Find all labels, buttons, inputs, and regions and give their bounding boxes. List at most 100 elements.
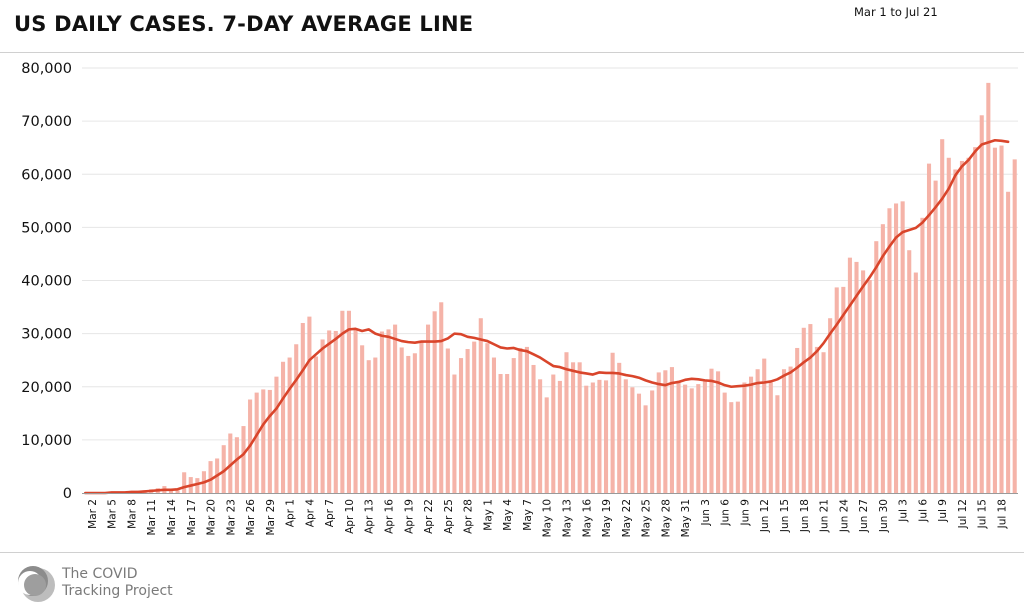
daily-case-bar (603, 380, 609, 493)
x-tick-label: May 22 (621, 499, 633, 537)
x-tick-label: Jun 6 (720, 499, 732, 527)
daily-case-bar (762, 358, 767, 493)
daily-case-bar (781, 369, 787, 493)
daily-case-bar (544, 397, 549, 493)
daily-case-bar (1012, 159, 1017, 493)
daily-case-bar (452, 374, 457, 493)
daily-case-bar (709, 368, 714, 493)
x-tick-label: Apr 7 (324, 499, 336, 527)
daily-case-bar (458, 358, 464, 493)
daily-case-bar (590, 382, 595, 493)
x-tick-label: Mar 5 (107, 499, 119, 529)
daily-case-bar (887, 208, 892, 493)
daily-case-bar (828, 318, 833, 493)
x-tick-label: Apr 28 (463, 499, 475, 534)
daily-case-bar (643, 405, 648, 493)
daily-case-bar (538, 379, 543, 493)
daily-case-bar (379, 331, 384, 493)
x-tick-label: May 28 (660, 499, 672, 537)
x-tick-label: Jun 21 (819, 499, 831, 533)
daily-case-bar (636, 393, 642, 493)
daily-case-bar (564, 352, 569, 493)
daily-case-bar (676, 380, 681, 493)
daily-case-bar (821, 352, 826, 493)
daily-case-bar (267, 389, 272, 493)
daily-case-bar (729, 402, 734, 493)
x-tick-label: Jul 9 (937, 499, 949, 523)
daily-case-bar (894, 203, 899, 493)
x-tick-label: Mar 2 (87, 499, 99, 529)
daily-case-bar (485, 343, 490, 493)
daily-case-bar (867, 279, 872, 493)
daily-case-bar (814, 346, 820, 493)
daily-case-bar (333, 330, 338, 493)
daily-case-bar (274, 376, 279, 493)
x-tick-label: Jun 9 (739, 499, 751, 526)
logo-line-1: The COVID (62, 566, 138, 582)
y-tick-label: 30,000 (21, 327, 72, 343)
daily-case-bar (445, 348, 450, 493)
x-tick-label: May 25 (641, 499, 653, 537)
daily-case-bar (900, 201, 905, 493)
x-tick-label: Mar 11 (146, 499, 158, 536)
logo-line-2: Tracking Project (62, 583, 173, 599)
x-tick-label: Apr 10 (344, 499, 356, 534)
x-tick-label: Apr 19 (403, 499, 415, 534)
header-divider (0, 52, 1024, 53)
daily-case-bar (346, 310, 352, 493)
daily-case-bar (966, 157, 971, 493)
x-tick-label: Jul 12 (957, 499, 969, 529)
daily-case-bar (393, 324, 398, 493)
daily-case-bar (313, 356, 319, 493)
x-tick-label: Jun 15 (779, 499, 791, 533)
footer-divider (0, 552, 1024, 553)
daily-case-bar (241, 426, 246, 493)
logo-text: The COVID Tracking Project (62, 566, 173, 600)
daily-case-bar (748, 376, 754, 493)
x-tick-label: May 7 (522, 499, 534, 531)
daily-case-bar (669, 367, 674, 493)
daily-case-bar (399, 347, 404, 493)
daily-case-bar (854, 261, 859, 493)
daily-case-bar (472, 341, 477, 493)
x-tick-label: Mar 26 (245, 499, 257, 536)
daily-case-bar (999, 145, 1004, 493)
x-tick-label: Jun 30 (878, 499, 890, 533)
daily-case-bar (847, 257, 852, 493)
daily-case-bar (327, 330, 332, 493)
daily-case-bar (683, 384, 688, 493)
daily-case-bar (623, 379, 628, 493)
x-tick-label: May 10 (542, 499, 554, 537)
seven-day-average-line (84, 138, 1010, 495)
daily-case-bar (775, 395, 780, 493)
daily-case-bar (307, 316, 312, 493)
daily-case-bar (841, 286, 846, 493)
x-tick-label: May 19 (601, 499, 613, 537)
daily-case-bar (702, 381, 707, 493)
x-tick-label: May 31 (680, 499, 692, 537)
x-tick-label: Apr 25 (443, 499, 455, 534)
daily-case-bar (412, 353, 417, 493)
x-tick-label: Jul 3 (898, 499, 910, 523)
daily-case-bar (663, 370, 668, 493)
x-tick-label: Apr 22 (423, 499, 435, 534)
daily-case-bar (426, 324, 431, 493)
x-tick-label: Mar 8 (126, 499, 138, 529)
daily-case-bar (979, 115, 984, 493)
daily-case-bar (907, 250, 912, 493)
daily-case-bar (419, 341, 424, 493)
daily-case-bar (696, 384, 701, 493)
daily-case-bar (261, 389, 266, 493)
x-tick-label: Apr 1 (285, 499, 297, 527)
x-tick-label: Mar 14 (166, 499, 178, 536)
x-tick-label: Jun 24 (838, 499, 850, 533)
daily-case-bar (406, 355, 411, 493)
daily-case-bar (195, 478, 200, 493)
x-tick-label: Jun 27 (858, 499, 870, 533)
daily-case-bar (531, 364, 536, 493)
daily-case-bar (973, 147, 978, 493)
daily-case-bar (940, 139, 945, 493)
x-tick-label: May 1 (482, 499, 494, 531)
daily-case-bar (617, 362, 622, 493)
y-tick-label: 50,000 (21, 220, 72, 236)
